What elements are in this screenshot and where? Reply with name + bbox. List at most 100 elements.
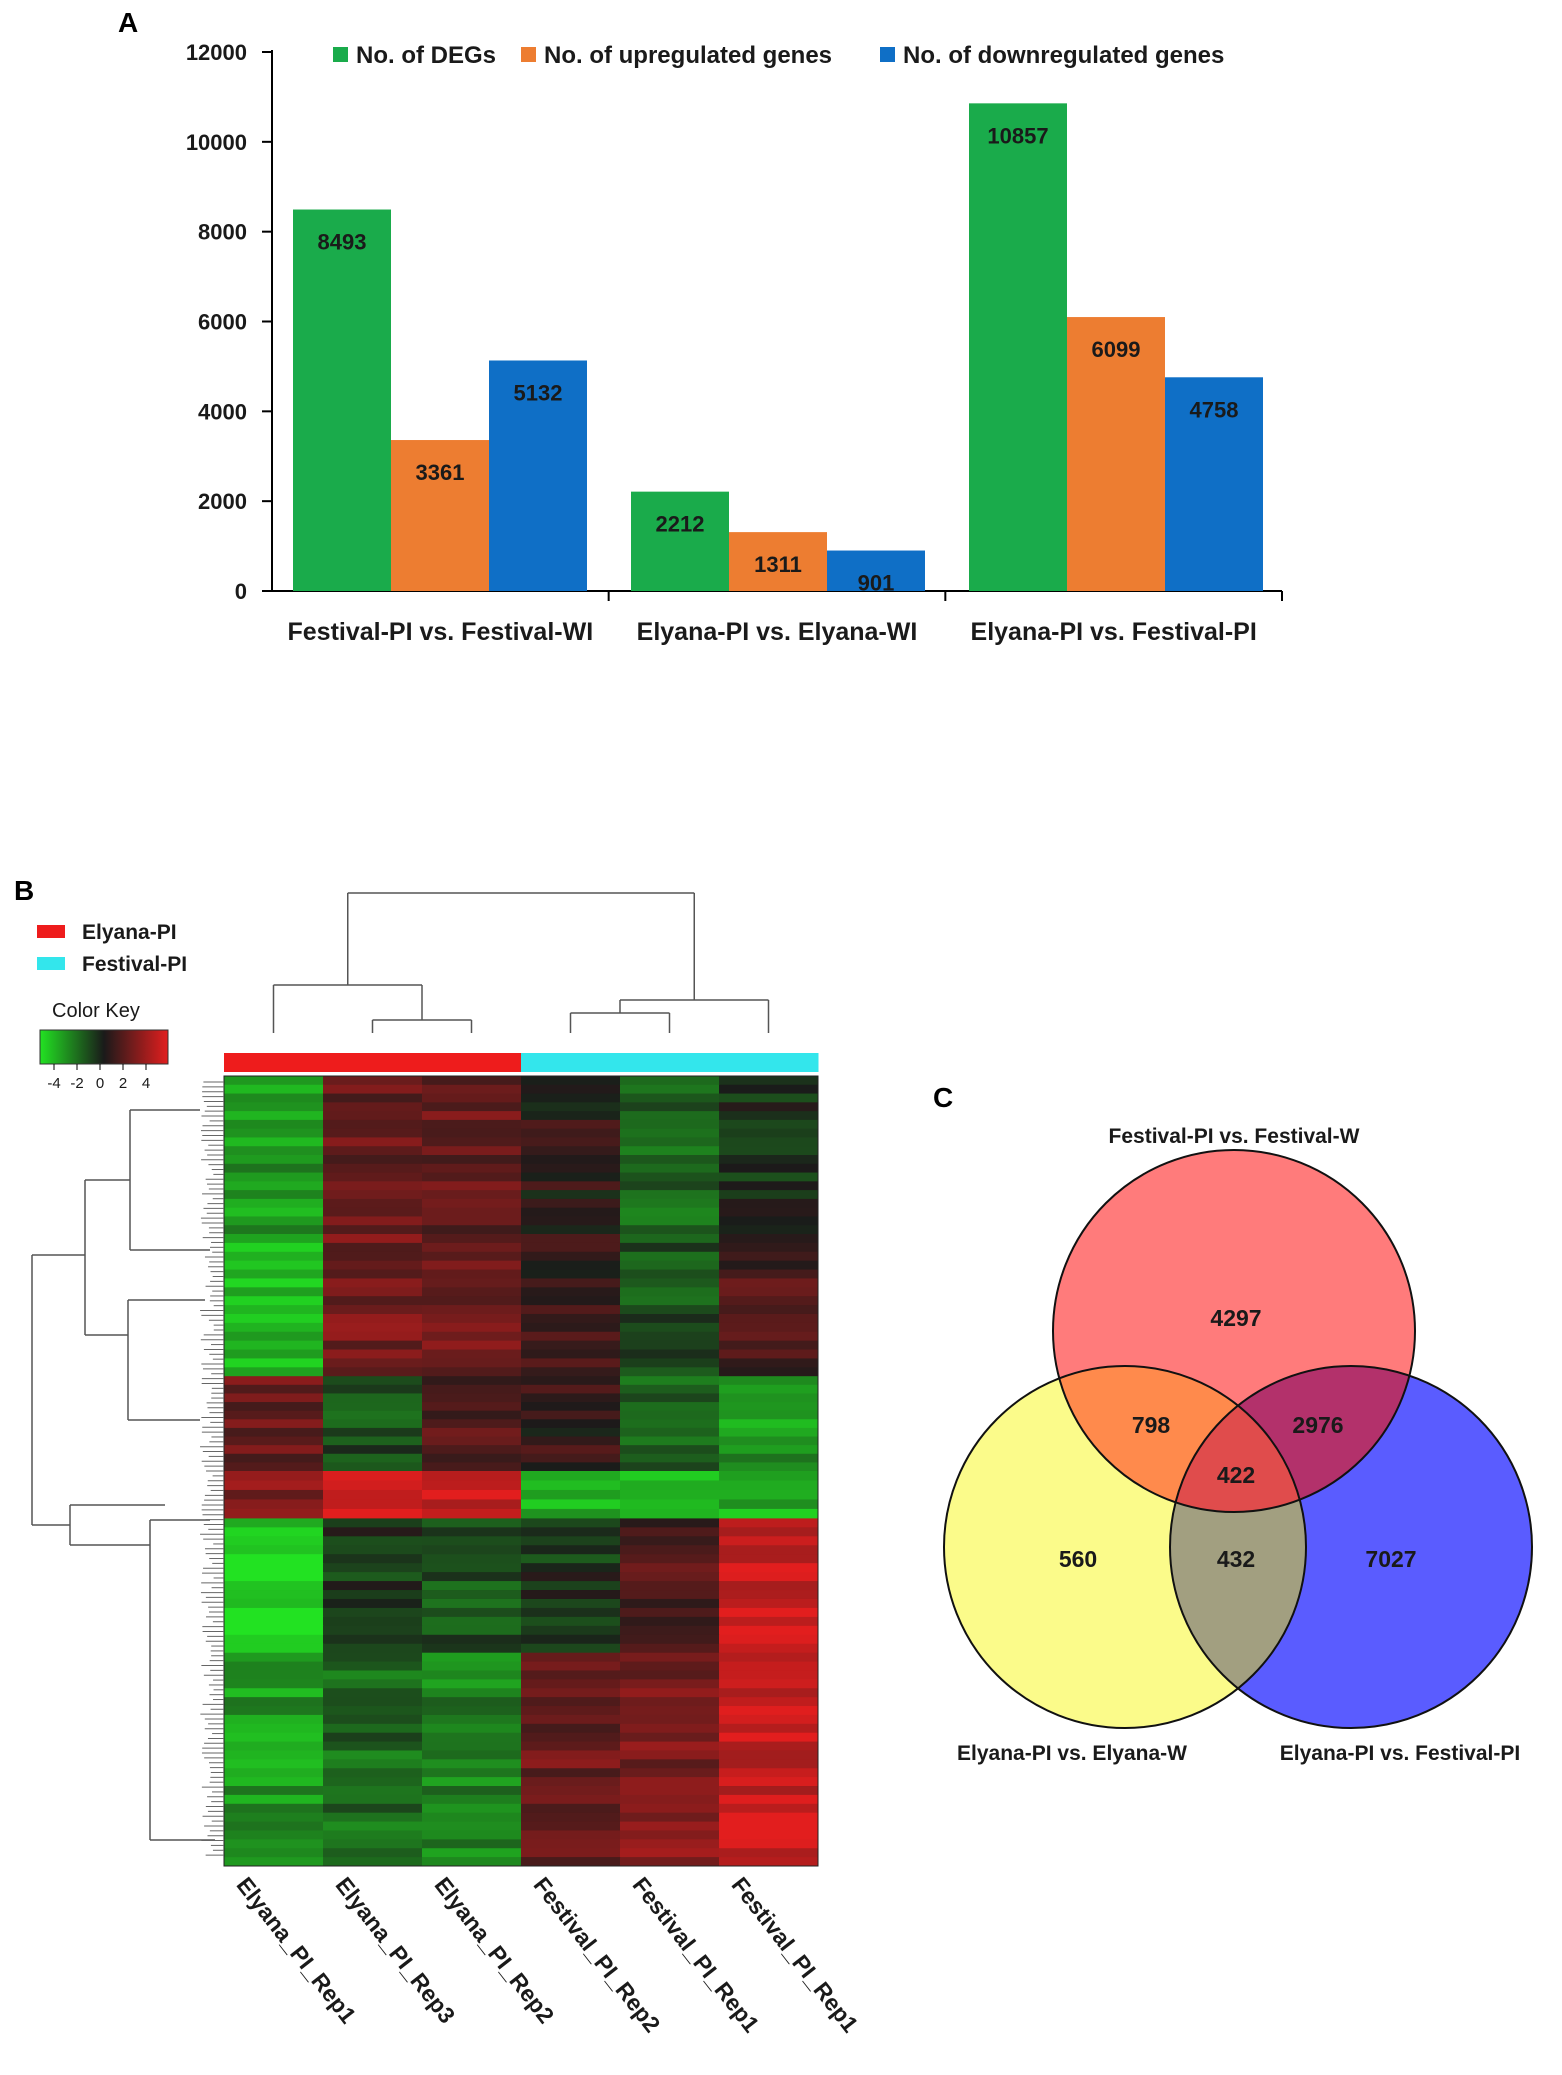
heatmap-cell xyxy=(620,1349,720,1359)
heatmap-cell xyxy=(719,1242,819,1253)
heatmap-cell xyxy=(323,1234,423,1244)
column-group-bar xyxy=(422,1053,522,1072)
heatmap-cell xyxy=(620,1759,720,1769)
heatmap-cell xyxy=(620,1225,720,1235)
bar-value-label: 2212 xyxy=(656,512,705,537)
heatmap-cell xyxy=(521,1706,621,1716)
heatmap-cell xyxy=(323,1607,423,1618)
heatmap-cell xyxy=(521,1137,621,1147)
heatmap-cell xyxy=(521,1480,621,1491)
heatmap-cell xyxy=(224,1225,324,1235)
heatmap-cell xyxy=(719,1536,819,1546)
heatmap-cell xyxy=(719,1190,819,1200)
color-key-tick-label: 0 xyxy=(96,1075,104,1092)
heatmap-cell xyxy=(422,1260,522,1271)
panel-label-c: C xyxy=(933,1082,953,1113)
heatmap-cell xyxy=(620,1084,720,1095)
heatmap-cell xyxy=(422,1661,522,1671)
color-key-tick-label: 4 xyxy=(142,1075,150,1092)
heatmap-cell xyxy=(422,1777,522,1787)
heatmap-cell xyxy=(719,1410,819,1420)
heatmap-cell xyxy=(620,1741,720,1751)
heatmap-cell xyxy=(224,1545,324,1555)
heatmap-cell xyxy=(521,1269,621,1279)
heatmap-cell xyxy=(422,1084,522,1095)
heatmap-cell xyxy=(422,1436,522,1446)
venn-region-count: 798 xyxy=(1132,1412,1171,1438)
heatmap-cell xyxy=(224,1146,324,1156)
heatmap-cell xyxy=(521,1402,621,1412)
heatmap-cell xyxy=(719,1436,819,1446)
heatmap-cell xyxy=(620,1367,720,1377)
heatmap-cell xyxy=(422,1688,522,1698)
heatmap-cell xyxy=(224,1172,324,1182)
heatmap-cell xyxy=(422,1839,522,1849)
heatmap-cell xyxy=(224,1706,324,1716)
heatmap-cell xyxy=(719,1393,819,1403)
heatmap-cell xyxy=(323,1436,423,1446)
heatmap-cell xyxy=(521,1427,621,1438)
heatmap-cell xyxy=(224,1697,324,1707)
heatmap-cell xyxy=(422,1331,522,1342)
heatmap-cell xyxy=(521,1489,621,1500)
heatmap-cell xyxy=(422,1697,522,1707)
heatmap-cell xyxy=(224,1581,324,1591)
y-tick-label: 2000 xyxy=(198,489,247,514)
heatmap-cell xyxy=(323,1688,423,1698)
bar-value-label: 6099 xyxy=(1092,337,1141,362)
heatmap-cell xyxy=(224,1848,324,1858)
heatmap-cell xyxy=(521,1076,621,1086)
heatmap-cell xyxy=(224,1198,324,1209)
heatmap-cell xyxy=(323,1260,423,1271)
heatmap-cell xyxy=(224,1714,324,1725)
heatmap-cell xyxy=(323,1251,423,1262)
heatmap-cell xyxy=(620,1518,720,1528)
heatmap-cell xyxy=(521,1340,621,1351)
heatmap-cell xyxy=(224,1181,324,1191)
heatmap-cell xyxy=(620,1480,720,1491)
heatmap-cell xyxy=(521,1536,621,1546)
color-key-bar xyxy=(39,1029,169,1065)
heatmap-cell xyxy=(224,1419,324,1429)
heatmap-cell xyxy=(521,1598,621,1609)
heatmap-cell xyxy=(422,1768,522,1778)
heatmap-cell xyxy=(323,1625,423,1636)
heatmap-cell xyxy=(323,1287,423,1297)
heatmap-cell xyxy=(224,1340,324,1351)
heatmap-cell xyxy=(620,1260,720,1271)
heatmap-cell xyxy=(620,1857,720,1867)
y-tick-label: 6000 xyxy=(198,310,247,335)
heatmap-cell xyxy=(323,1759,423,1769)
heatmap-cell xyxy=(719,1111,819,1121)
heatmap-cell xyxy=(323,1471,423,1481)
heatmap-cell xyxy=(620,1616,720,1627)
heatmap-cell xyxy=(224,1155,324,1165)
heatmap-cell xyxy=(719,1402,819,1412)
heatmap-cell xyxy=(521,1225,621,1235)
heatmap-cell xyxy=(620,1714,720,1725)
heatmap-cell xyxy=(719,1471,819,1481)
heatmap-cell xyxy=(620,1358,720,1368)
heatmap-cell xyxy=(422,1471,522,1481)
heatmap-cell xyxy=(323,1732,423,1743)
heatmap-cell xyxy=(719,1331,819,1342)
heatmap-cell xyxy=(422,1287,522,1297)
heatmap-cell xyxy=(323,1453,423,1463)
heatmap-cell xyxy=(224,1688,324,1698)
heatmap-cell xyxy=(323,1084,423,1095)
venn-triple-inner xyxy=(1170,1366,1306,1512)
heatmap-cell xyxy=(323,1393,423,1403)
venn-circle-outline xyxy=(1052,1149,1416,1513)
heatmap-cell xyxy=(521,1848,621,1858)
heatmap-cell xyxy=(323,1340,423,1351)
heatmap-cell xyxy=(323,1750,423,1760)
heatmap-cell xyxy=(224,1489,324,1500)
heatmap-cell xyxy=(521,1812,621,1823)
heatmap-cell xyxy=(323,1445,423,1455)
heatmap-cell xyxy=(620,1812,720,1823)
heatmap-cell xyxy=(521,1527,621,1537)
heatmap-cell xyxy=(521,1313,621,1324)
heatmap-cell xyxy=(323,1839,423,1849)
heatmap-cell xyxy=(719,1349,819,1359)
